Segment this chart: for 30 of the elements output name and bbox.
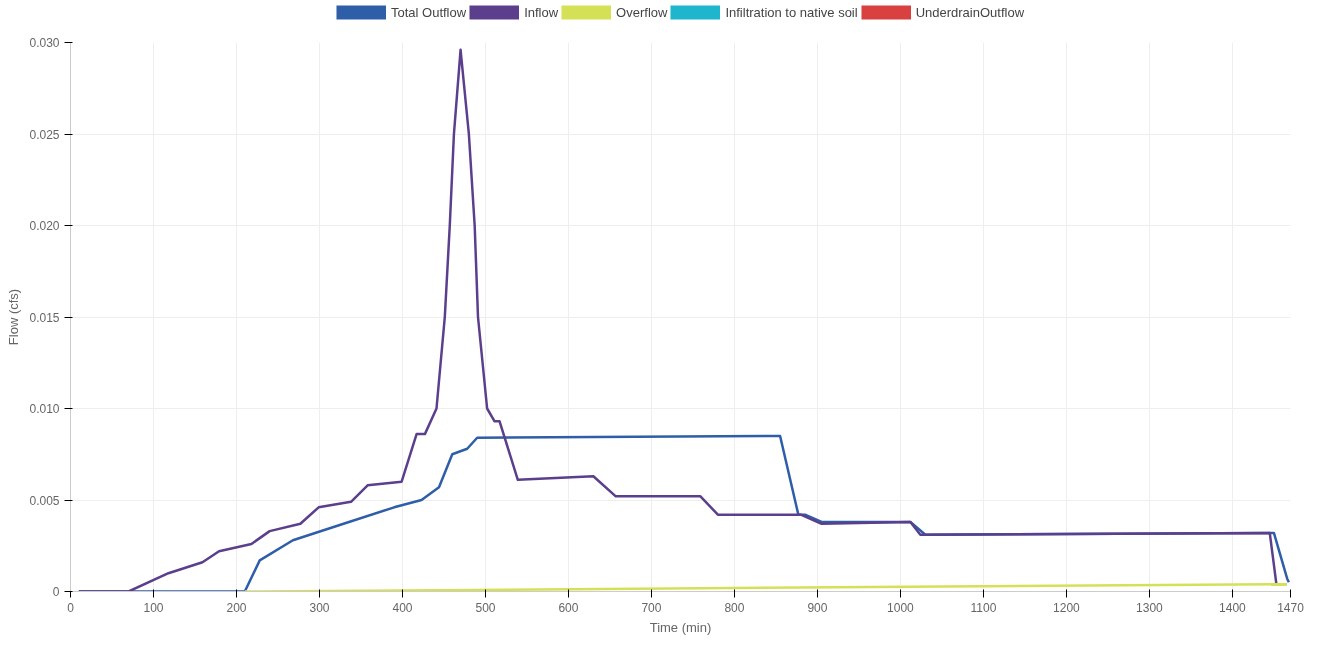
x-tick-label: 200 [226,600,247,615]
y-tick-label: 0 [52,585,60,599]
x-tick-label: 1300 [1136,600,1164,615]
y-tick-label: 0.015 [29,310,60,325]
x-tick-label: 1470 [1277,600,1305,615]
legend-label: UnderdrainOutflow [915,4,1025,20]
x-tick-label: 1200 [1053,600,1081,615]
x-tick-label: 100 [143,600,164,615]
x-tick-label: 500 [475,600,496,615]
x-tick-label: 1400 [1219,600,1247,615]
x-tick-label: 1100 [970,600,997,615]
y-axis-title: Flow (cfs) [6,288,22,346]
x-tick-label: 1000 [887,600,915,615]
x-tick-label: 600 [558,600,579,615]
x-axis-title: Time (min) [649,619,712,635]
x-tick-label: 800 [724,600,745,615]
x-tick-label: 0 [67,600,75,615]
y-tick-label: 0.030 [29,36,60,50]
x-tick-label: 700 [641,600,662,615]
legend-label: Inflow [524,4,559,20]
y-tick-label: 0.005 [29,493,60,508]
y-tick-label: 0.020 [29,219,60,233]
legend-label: Infiltration to native soil [725,4,858,20]
x-tick-label: 400 [392,600,413,615]
legend-label: Overflow [616,4,668,20]
legend-label: Total Outflow [390,4,467,20]
x-tick-label: 900 [807,600,828,615]
y-tick-label: 0.025 [29,127,60,142]
y-tick-label: 0.010 [29,402,60,416]
x-tick-label: 300 [309,600,330,615]
